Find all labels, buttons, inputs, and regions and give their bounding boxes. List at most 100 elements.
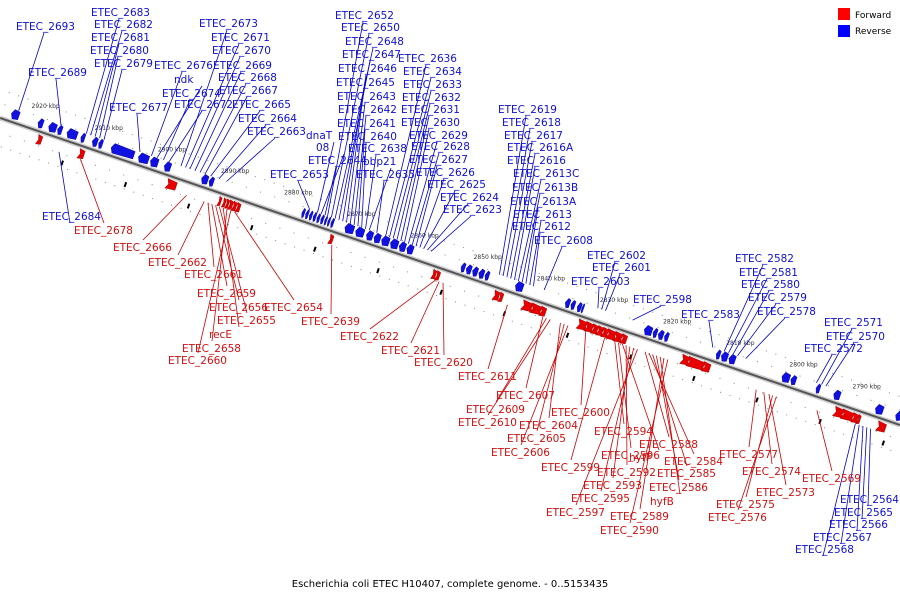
forward-gene-label: ETEC_2654 bbox=[264, 302, 323, 314]
tick-mark bbox=[60, 160, 64, 166]
forward-gene-label: ETEC_2594 bbox=[594, 426, 653, 438]
leader-line bbox=[430, 215, 472, 252]
leader-line bbox=[346, 88, 365, 223]
reverse-gene-label: ETEC_2613C bbox=[513, 168, 579, 180]
leader-line bbox=[18, 32, 45, 111]
leader-line bbox=[353, 115, 367, 226]
forward-gene-label: ETEC_2606 bbox=[491, 447, 550, 459]
reverse-gene-label: ETEC_2669 bbox=[213, 60, 272, 72]
leader-line bbox=[614, 341, 625, 425]
reverse-gene-arrow bbox=[208, 176, 216, 187]
leader-line bbox=[612, 346, 631, 479]
reverse-gene-label: ETEC_2681 bbox=[91, 32, 150, 44]
forward-gene-label: ETEC_2597 bbox=[546, 507, 605, 519]
reverse-gene-label: ETEC_2602 bbox=[587, 250, 646, 262]
reverse-gene-label: ETEC_2579 bbox=[748, 292, 807, 304]
reverse-gene-label: ETEC_2684 bbox=[42, 211, 101, 223]
reverse-gene-label: ETEC_2670 bbox=[212, 45, 271, 57]
leader-line bbox=[487, 319, 551, 416]
forward-gene-label: ETEC_2593 bbox=[583, 480, 642, 492]
leader-line bbox=[194, 71, 242, 171]
reverse-gene-label: ETEC_2647 bbox=[342, 49, 401, 61]
leader-line bbox=[210, 110, 261, 177]
forward-gene-label: ETEC_2596 bbox=[601, 450, 660, 462]
reverse-gene-arrow bbox=[48, 121, 58, 133]
leader-line bbox=[442, 282, 445, 356]
leader-line bbox=[99, 56, 119, 139]
forward-gene-label: ETEC_2573 bbox=[756, 487, 815, 499]
forward-gene-label: ETEC_2655 bbox=[217, 315, 276, 327]
leader-line bbox=[324, 166, 337, 216]
reverse-gene-label: ETEC_2689 bbox=[28, 67, 87, 79]
reverse-gene-arrow bbox=[644, 325, 654, 336]
reverse-gene-label: ETEC_2616 bbox=[507, 155, 566, 167]
leader-line bbox=[728, 278, 768, 353]
axis-ticks: 2920 kbp 2910 kbp 2900 kbp 2890 kbp 2880 kbp… bbox=[32, 103, 886, 446]
genome-caption: Escherichia coli ETEC H10407, complete g… bbox=[292, 579, 608, 590]
reverse-gene-label: ETEC_2571 bbox=[824, 317, 883, 329]
forward-gene-label: ETEC_2622 bbox=[340, 331, 399, 343]
label-leader-lines bbox=[18, 18, 871, 557]
reverse-gene-arrow bbox=[37, 118, 45, 129]
reverse-gene-arrow bbox=[460, 262, 467, 273]
reverse-gene-label: ETEC_2603 bbox=[571, 276, 630, 288]
forward-gene-arrow bbox=[700, 361, 712, 373]
reverse-gene-arrow bbox=[316, 213, 322, 224]
leader-line bbox=[629, 359, 669, 524]
reverse-gene-arrow bbox=[323, 215, 329, 226]
leader-line bbox=[327, 21, 364, 217]
leader-line bbox=[85, 18, 120, 134]
reverse-gene-arrow bbox=[472, 266, 480, 277]
reverse-gene-label: ETEC_2618 bbox=[502, 117, 561, 129]
forward-gene-arrow bbox=[491, 289, 501, 301]
forward-gene-arrow bbox=[839, 408, 855, 422]
leader-line bbox=[297, 180, 311, 211]
reverse-gene-arrow bbox=[398, 241, 408, 252]
forward-gene-label: ETEC_2639 bbox=[301, 316, 360, 328]
forward-gene-arrow bbox=[327, 233, 335, 245]
forward-gene-arrow bbox=[497, 291, 505, 302]
leader-line bbox=[856, 426, 864, 532]
leader-line bbox=[821, 328, 853, 385]
reverse-gene-arrow bbox=[381, 235, 391, 247]
reverse-gene-arrow bbox=[833, 389, 842, 401]
leader-line bbox=[521, 193, 541, 283]
leader-line bbox=[320, 153, 345, 214]
leader-line bbox=[207, 202, 215, 268]
leader-line bbox=[151, 71, 183, 157]
leader-line bbox=[502, 128, 531, 276]
leader-line bbox=[226, 137, 276, 182]
reverse-gene-arrow bbox=[344, 222, 356, 235]
leader-line bbox=[222, 207, 240, 328]
reverse-gene-label: ETEC_2613B bbox=[512, 182, 578, 194]
forward-gene-arrow bbox=[595, 325, 605, 336]
gene-labels: ETEC_2693ETEC_2683ETEC_2682ETEC_2681ETEC… bbox=[16, 7, 899, 556]
forward-gene-arrow bbox=[433, 270, 442, 281]
reverse-gene-label: ETEC_2683 bbox=[91, 7, 150, 19]
reverse-gene-arrow bbox=[580, 303, 586, 314]
leader-line bbox=[185, 43, 240, 168]
reverse-gene-label: ETEC_2566 bbox=[829, 519, 888, 531]
reverse-gene-label: ETEC_2567 bbox=[813, 532, 872, 544]
leader-line bbox=[621, 343, 660, 451]
reverse-gene-arrow bbox=[11, 109, 21, 121]
leader-line bbox=[514, 166, 536, 280]
forward-gene-arrow bbox=[430, 268, 438, 280]
reverse-gene-label: ETEC_2653 bbox=[270, 169, 329, 181]
leader-line bbox=[199, 83, 247, 173]
reverse-gene-label: ETEC_2674 bbox=[162, 88, 221, 100]
reverse-gene-arrow bbox=[815, 383, 822, 394]
reverse-gene-label: ETEC_2671 bbox=[211, 32, 270, 44]
tick-mark bbox=[376, 268, 380, 274]
reverse-gene-arrow bbox=[201, 174, 210, 185]
reverse-gene-arrow bbox=[164, 161, 173, 172]
tick-label: 2830 kbp bbox=[600, 297, 628, 304]
reverse-gene-label: ETEC_2668 bbox=[218, 72, 277, 84]
leader-line bbox=[529, 220, 542, 285]
forward-gene-arrow bbox=[226, 199, 234, 210]
tick-mark bbox=[818, 418, 822, 425]
legend-forward-label: Forward bbox=[855, 11, 891, 21]
tick-label: 2880 kbp bbox=[284, 189, 312, 196]
reverse-gene-arrow bbox=[57, 124, 64, 135]
reverse-gene-arrow bbox=[355, 226, 366, 238]
